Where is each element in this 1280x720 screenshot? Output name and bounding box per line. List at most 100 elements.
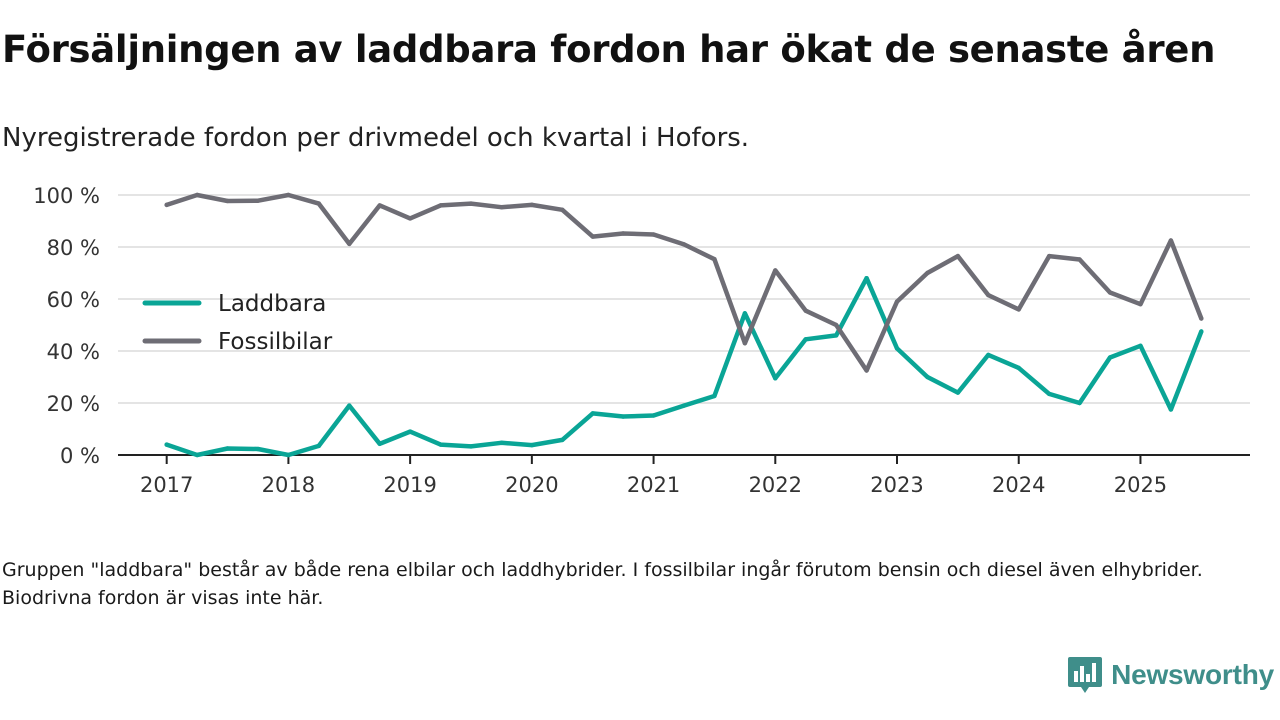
data-point-laddbara (1168, 407, 1174, 412)
data-point-fossilbilar (955, 253, 961, 259)
data-point-fossilbilar (407, 216, 413, 221)
data-point-fossilbilar (499, 205, 504, 210)
line-chart: 0 % 20 % 40 % 60 % 80 % 100 % 2017 2018 2019 2020… (33, 184, 1250, 497)
data-point-fossilbilar (1107, 290, 1113, 295)
data-point-fossilbilar (377, 203, 382, 208)
legend-item-laddbara: Laddbara (142, 291, 326, 317)
data-point-fossilbilar (651, 232, 656, 237)
x-tick-label: 2023 (870, 473, 923, 497)
data-point-laddbara (833, 333, 839, 338)
data-point-fossilbilar (681, 242, 687, 247)
legend-item-fossilbilar: Fossilbilar (142, 329, 333, 355)
x-tick-label: 2021 (627, 473, 680, 497)
data-point-laddbara (681, 403, 687, 408)
data-point-fossilbilar (742, 341, 748, 346)
data-point-laddbara (194, 452, 200, 458)
y-tick-label: 20 % (47, 392, 100, 416)
data-point-fossilbilar (1016, 307, 1021, 312)
legend-label: Laddbara (218, 291, 326, 317)
chart-title: Försäljningen av laddbara fordon har öka… (2, 28, 1216, 71)
data-point-fossilbilar (1168, 238, 1174, 243)
data-point-fossilbilar (255, 198, 261, 203)
data-point-laddbara (468, 444, 474, 449)
y-tick-label: 80 % (47, 236, 100, 260)
data-point-laddbara (1199, 329, 1204, 334)
chart-subtitle: Nyregistrerade fordon per drivmedel och … (2, 123, 750, 153)
footnote: Gruppen "laddbara" består av både rena e… (2, 559, 1203, 609)
data-point-laddbara (620, 414, 626, 419)
data-point-laddbara (407, 429, 413, 434)
data-point-fossilbilar (194, 192, 200, 198)
grid-layer (118, 194, 1250, 404)
data-point-laddbara (1016, 365, 1021, 371)
data-point-laddbara (499, 440, 504, 445)
data-point-fossilbilar (286, 192, 291, 198)
data-point-laddbara (347, 403, 352, 408)
data-point-fossilbilar (712, 257, 717, 262)
data-point-fossilbilar (864, 368, 869, 373)
data-point-fossilbilar (1077, 257, 1082, 262)
data-point-laddbara (1107, 355, 1113, 360)
axis-layer: 0 % 20 % 40 % 60 % 80 % 100 % 2017 2018 2019 2020… (33, 184, 1250, 497)
data-point-fossilbilar (894, 299, 900, 304)
data-point-laddbara (1046, 391, 1052, 397)
data-point-fossilbilar (164, 202, 169, 208)
data-point-laddbara (590, 411, 595, 416)
data-point-laddbara (1138, 343, 1143, 348)
x-tick-label: 2025 (1114, 473, 1167, 497)
data-point-laddbara (894, 346, 900, 351)
brand-logo: Newsworthy (1067, 655, 1274, 695)
data-point-fossilbilar (347, 241, 352, 247)
data-point-fossilbilar (803, 308, 808, 313)
newsworthy-logo-icon (1068, 657, 1103, 693)
y-tick-label: 60 % (47, 288, 100, 312)
data-point-laddbara (225, 446, 230, 451)
data-point-laddbara (955, 390, 961, 395)
legend-label: Fossilbilar (218, 329, 333, 355)
data-point-laddbara (1077, 400, 1082, 406)
data-point-laddbara (651, 413, 656, 418)
legend: Laddbara Fossilbilar (142, 291, 333, 355)
data-point-fossilbilar (1199, 316, 1204, 321)
data-point-laddbara (286, 452, 291, 458)
data-point-laddbara (529, 442, 535, 448)
data-point-fossilbilar (1046, 253, 1052, 259)
brand-name: Newsworthy (1111, 659, 1274, 690)
data-point-fossilbilar (620, 231, 626, 236)
y-tick-label: 0 % (60, 444, 100, 468)
y-tick-label: 40 % (47, 340, 100, 364)
data-point-laddbara (864, 276, 869, 281)
x-tick-label: 2020 (505, 473, 558, 497)
data-point-laddbara (742, 311, 748, 316)
data-point-fossilbilar (438, 203, 443, 208)
x-tick-label: 2019 (383, 473, 436, 497)
data-point-laddbara (986, 352, 991, 358)
data-point-laddbara (377, 441, 382, 447)
data-point-fossilbilar (773, 268, 778, 273)
data-point-fossilbilar (925, 270, 930, 276)
data-point-fossilbilar (833, 322, 839, 328)
data-point-fossilbilar (316, 201, 322, 206)
data-point-fossilbilar (468, 201, 474, 206)
data-point-laddbara (773, 376, 778, 381)
data-point-fossilbilar (529, 202, 535, 208)
data-point-laddbara (803, 337, 808, 342)
x-tick-label: 2017 (140, 473, 193, 497)
y-tick-label: 100 % (33, 184, 100, 208)
x-tick-label: 2022 (749, 473, 802, 497)
x-tick-label: 2018 (262, 473, 315, 497)
data-point-laddbara (438, 442, 443, 447)
data-point-laddbara (560, 437, 565, 443)
data-point-laddbara (712, 393, 717, 399)
data-point-fossilbilar (225, 198, 230, 204)
x-tick-label: 2024 (992, 473, 1045, 497)
data-point-laddbara (316, 443, 322, 449)
data-point-laddbara (255, 446, 261, 452)
data-point-fossilbilar (986, 292, 991, 298)
data-point-laddbara (164, 442, 169, 447)
data-point-laddbara (925, 374, 930, 380)
data-point-fossilbilar (590, 234, 595, 239)
series-layer (164, 192, 1204, 458)
data-point-fossilbilar (1138, 302, 1143, 307)
data-point-fossilbilar (560, 207, 565, 213)
